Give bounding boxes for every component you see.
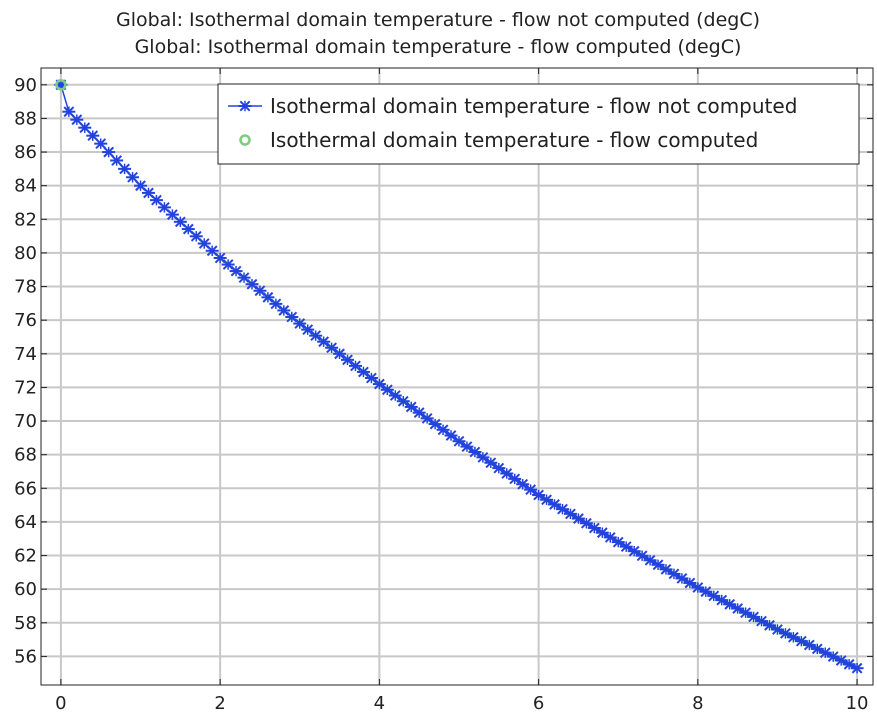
series-point-flow-not-computed [309,330,323,342]
series-point-flow-not-computed [396,395,410,407]
series-point-flow-not-computed [532,489,546,501]
series-point-flow-not-computed [444,430,458,441]
y-tick-label: 62 [14,546,37,567]
axis-ticks: 0 2 4 6 8 10565860626466687072747678808284868… [14,68,873,714]
series-point-flow-not-computed [348,360,362,372]
series-point-flow-not-computed [508,473,522,485]
legend-marker-flow-not-computed [238,100,252,112]
series-point-flow-not-computed [380,384,394,396]
x-tick-label: 8 [692,693,703,714]
series-point-flow-not-computed [492,462,506,474]
series-point-flow-not-computed [428,418,442,430]
y-tick-label: 56 [14,646,37,667]
series-point-flow-not-computed [118,163,132,175]
series-point-flow-not-computed [699,586,713,598]
series-point-flow-not-computed [388,390,402,401]
series-point-flow-not-computed [412,407,426,419]
series-point-flow-not-computed [126,171,140,183]
series-point-flow-not-computed [627,545,641,557]
y-tick-label: 82 [14,209,37,230]
series-point-flow-not-computed [364,372,378,384]
series-point-flow-not-computed [165,209,179,220]
y-tick-label: 58 [14,613,37,634]
series-point-flow-not-computed [516,478,530,490]
x-tick-label: 2 [214,693,225,714]
y-tick-label: 64 [14,512,37,533]
y-tick-label: 80 [14,243,37,264]
y-tick-label: 70 [14,411,37,432]
series-point-flow-not-computed [404,401,418,413]
series-point-flow-not-computed [293,318,307,329]
y-tick-label: 76 [14,310,37,331]
series-line-flow-not-computed [60,84,858,669]
chart-title-line-1: Global: Isothermal domain temperature - … [116,9,760,31]
series-point-flow-not-computed [317,336,331,348]
legend-label-flow-computed: Isothermal domain temperature - flow com… [270,128,758,152]
series-point-flow-not-computed [436,424,450,436]
series-point-flow-not-computed [500,468,514,479]
series-point-flow-not-computed [301,324,315,335]
series-point-flow-not-computed [420,412,434,424]
legend-box [217,83,860,165]
x-tick-label: 0 [55,693,66,714]
x-tick-label: 4 [374,693,385,714]
y-tick-label: 68 [14,445,37,466]
series-layer [54,79,864,674]
y-tick-label: 88 [14,108,37,129]
x-tick-label: 6 [533,693,544,714]
series-point-flow-not-computed [651,559,665,571]
x-tick-label: 10 [846,693,869,714]
series-point-flow-not-computed [739,607,753,619]
series-point-flow-not-computed [333,348,347,360]
series-point-flow-not-computed [372,378,386,390]
series-point-flow-computed [55,79,67,91]
series-point-flow-not-computed [524,484,538,496]
series-point-flow-not-computed [86,130,100,142]
y-tick-label: 78 [14,277,37,298]
series-point-flow-not-computed [484,457,498,469]
y-tick-label: 90 [14,75,37,96]
y-tick-label: 74 [14,344,37,365]
series-point-flow-not-computed [157,201,171,213]
legend: Isothermal domain temperature - flow not… [217,83,860,165]
series-point-flow-not-computed [555,503,569,515]
y-tick-label: 66 [14,478,37,499]
series-point-flow-not-computed [325,342,339,354]
series-point-flow-not-computed [468,446,482,458]
series-point-flow-not-computed [70,114,84,126]
series-point-flow-not-computed [603,532,617,543]
series-point-flow-not-computed [62,106,76,118]
series-point-flow-not-computed [341,354,355,366]
series-point-flow-not-computed [683,577,697,589]
series-point-flow-not-computed [762,619,776,631]
y-tick-label: 84 [14,176,37,197]
y-tick-label: 86 [14,142,37,163]
legend-marker-flow-computed [239,134,251,146]
y-tick-label: 60 [14,579,37,600]
series-point-flow-not-computed [110,155,124,166]
plot-area-frame [40,67,874,686]
series-point-flow-not-computed [277,305,291,316]
chart-title-line-2: Global: Isothermal domain temperature - … [135,36,742,58]
series-point-flow-not-computed [460,441,474,452]
series-point-flow-not-computed [94,138,108,150]
series-point-flow-not-computed [78,122,92,134]
series-point-flow-not-computed [173,216,187,228]
series-point-flow-not-computed [452,435,466,447]
series-point-flow-not-computed [102,146,116,158]
series-point-flow-not-computed [659,563,673,575]
series-point-flow-not-computed [755,615,769,627]
y-tick-label: 72 [14,377,37,398]
series-point-flow-not-computed [587,522,601,534]
legend-label-flow-not-computed: Isothermal domain temperature - flow not… [270,94,797,118]
series-point-flow-not-computed [356,366,370,378]
series-point-flow-not-computed [476,451,490,463]
series-point-flow-not-computed [850,662,864,674]
